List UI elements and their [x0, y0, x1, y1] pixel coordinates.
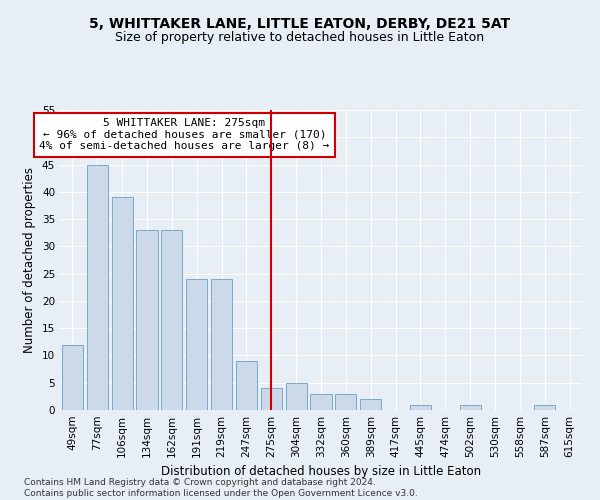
Bar [286, 382, 307, 410]
Bar [62, 344, 83, 410]
Bar [460, 404, 481, 410]
Text: Size of property relative to detached houses in Little Eaton: Size of property relative to detached ho… [115, 31, 485, 44]
Y-axis label: Number of detached properties: Number of detached properties [23, 167, 37, 353]
Bar [410, 404, 431, 410]
Bar [211, 279, 232, 410]
Bar [136, 230, 158, 410]
Bar [87, 164, 108, 410]
Bar [112, 198, 133, 410]
Bar [236, 361, 257, 410]
Bar [186, 279, 207, 410]
Text: 5 WHITTAKER LANE: 275sqm
← 96% of detached houses are smaller (170)
4% of semi-d: 5 WHITTAKER LANE: 275sqm ← 96% of detach… [39, 118, 329, 152]
Bar [161, 230, 182, 410]
Bar [534, 404, 555, 410]
Bar [261, 388, 282, 410]
Text: 5, WHITTAKER LANE, LITTLE EATON, DERBY, DE21 5AT: 5, WHITTAKER LANE, LITTLE EATON, DERBY, … [89, 18, 511, 32]
Text: Contains HM Land Registry data © Crown copyright and database right 2024.
Contai: Contains HM Land Registry data © Crown c… [24, 478, 418, 498]
Bar [360, 399, 381, 410]
X-axis label: Distribution of detached houses by size in Little Eaton: Distribution of detached houses by size … [161, 466, 481, 478]
Bar [335, 394, 356, 410]
Bar [310, 394, 332, 410]
